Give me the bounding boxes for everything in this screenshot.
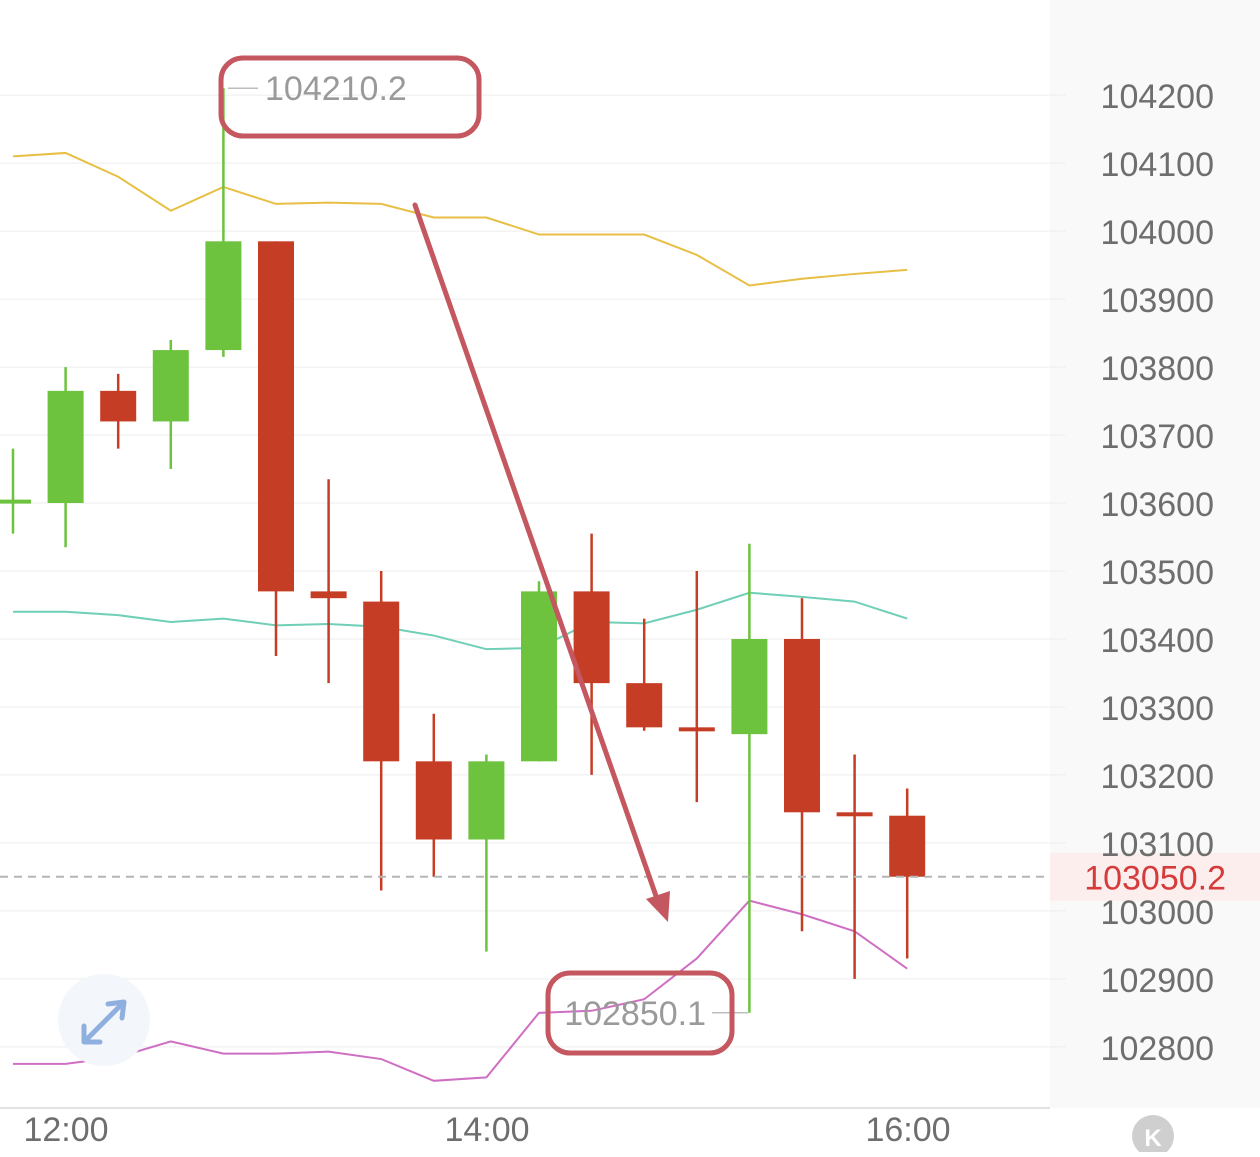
current-price-tag (1050, 852, 1260, 901)
candle (836, 754, 873, 979)
candle (363, 570, 400, 891)
candle (889, 788, 926, 959)
candle (152, 339, 189, 470)
candle (731, 543, 768, 1013)
candle-body (0, 499, 31, 504)
bollinger-bands (12, 151, 908, 1082)
price-axis-panel (1050, 0, 1260, 1108)
candle-body (100, 390, 137, 422)
high-annotation-box (218, 55, 482, 139)
y-tick-label: 103900 (1101, 282, 1214, 320)
candle (258, 241, 294, 656)
y-tick-label: 104100 (1101, 146, 1214, 184)
candle-body (468, 761, 505, 840)
y-tick-label: 103400 (1101, 622, 1214, 660)
candle (468, 754, 505, 952)
y-tick-label: 104000 (1101, 214, 1214, 252)
candles (0, 88, 926, 1013)
high-price-label: 104210.2 (265, 70, 407, 108)
y-tick-label: 103200 (1101, 758, 1214, 796)
candle-body (889, 815, 926, 877)
candle (205, 88, 242, 357)
candle-body (626, 683, 663, 728)
candle-body (205, 241, 242, 351)
x-tick-label: 16:00 (865, 1111, 950, 1149)
current-price-line: 103050.2 (0, 852, 1260, 901)
candle-body (836, 812, 873, 817)
y-tick-label: 103000 (1101, 894, 1214, 932)
candle-body (363, 601, 400, 762)
trend-arrow-head (646, 891, 670, 922)
x-tick-label: 12:00 (23, 1111, 108, 1149)
upper-band-line (12, 151, 908, 287)
candle-body (310, 591, 347, 599)
middle-band-line (13, 591, 908, 651)
candle (0, 448, 31, 534)
y-tick-label: 103300 (1101, 690, 1214, 728)
y-tick-label: 102900 (1101, 962, 1214, 1000)
k-logo-icon (1132, 1115, 1174, 1157)
trend-arrow (412, 202, 670, 922)
y-tick-label: 103500 (1101, 554, 1214, 592)
candle (573, 533, 610, 775)
candle-body (521, 591, 557, 762)
candle-body (152, 350, 189, 422)
candle (415, 713, 452, 877)
annotations: 104210.2 102850.1 (218, 55, 748, 1056)
logo-letter: K (1144, 1125, 1162, 1152)
candle (626, 618, 663, 731)
candle (784, 598, 820, 932)
y-tick-label: 103800 (1101, 350, 1214, 388)
grid-lines (0, 94, 1066, 1048)
candle-body (731, 638, 768, 735)
candle-body (415, 761, 452, 840)
y-tick-label: 103700 (1101, 418, 1214, 456)
x-tick-label: 14:00 (444, 1111, 529, 1149)
y-tick-label: 103100 (1101, 826, 1214, 864)
y-tick-label: 103600 (1101, 486, 1214, 524)
candle-body (573, 591, 610, 684)
expand-arrows-icon (81, 999, 127, 1045)
current-price-label: 103050.2 (1084, 860, 1226, 898)
lower-band-line (13, 899, 908, 1082)
candle (47, 367, 84, 548)
y-tick-label: 104200 (1101, 78, 1214, 116)
y-axis: 102800 102900 103000 103100 103200 103300 1034… (1101, 78, 1214, 1068)
candle (310, 479, 347, 684)
candle-body (258, 241, 294, 592)
candle-body (678, 727, 715, 732)
x-axis: 12:00 14:00 16:00 (23, 1111, 950, 1149)
expand-button[interactable] (58, 974, 150, 1066)
logo-button[interactable]: K (1132, 1115, 1174, 1157)
low-annotation-box (545, 970, 735, 1056)
trend-arrow-shaft (412, 202, 659, 899)
candle (521, 581, 557, 762)
candle (678, 570, 715, 803)
y-tick-label: 102800 (1101, 1030, 1214, 1068)
candle (100, 373, 137, 449)
candle-body (47, 390, 84, 504)
candle-body (784, 638, 820, 813)
low-price-label: 102850.1 (564, 995, 706, 1033)
